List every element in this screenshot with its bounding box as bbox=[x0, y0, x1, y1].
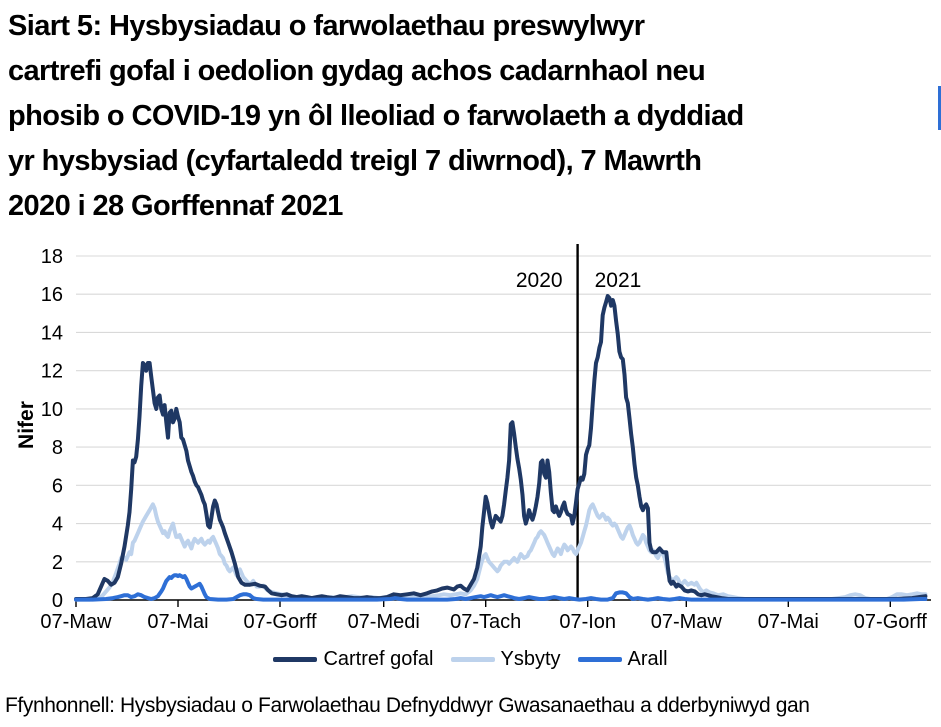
year-label-2021: 2021 bbox=[595, 269, 642, 292]
x-tick-label: 07-Ion bbox=[559, 611, 616, 633]
legend-label-arall: Arall bbox=[627, 648, 668, 670]
y-tick-label: 12 bbox=[41, 361, 63, 383]
series-line-cartref-gofal bbox=[74, 294, 928, 601]
legend-item-arall: Arall bbox=[577, 648, 668, 671]
x-tick-label: 07-Mai bbox=[758, 611, 819, 633]
x-tick-label: 07-Maw bbox=[40, 611, 112, 633]
chart-title-line-3: phosib o COVID-19 yn ôl lleoliad o farwo… bbox=[8, 100, 744, 132]
chart-title-line-2: cartrefi gofal i oedolion gydag achos ca… bbox=[8, 55, 706, 87]
chart-title: Siart 5: Hysbysiadau o farwolaethau pres… bbox=[8, 4, 941, 229]
legend-item-cartref-gofal: Cartref gofal bbox=[273, 648, 434, 671]
chart-title-line-1: Siart 5: Hysbysiadau o farwolaethau pres… bbox=[8, 10, 645, 42]
x-tick-label: 07-Gorff bbox=[854, 611, 927, 633]
y-tick-label: 10 bbox=[41, 399, 63, 421]
text-cursor bbox=[938, 86, 941, 130]
legend-item-ysbyty: Ysbyty bbox=[450, 648, 561, 671]
y-tick-label: 0 bbox=[52, 590, 63, 612]
y-tick-label: 8 bbox=[52, 437, 63, 459]
year-label-2020: 2020 bbox=[516, 269, 563, 292]
arall-line-swatch bbox=[577, 657, 622, 662]
y-tick-label: 16 bbox=[41, 284, 63, 306]
y-tick-label: 4 bbox=[52, 514, 63, 536]
y-tick-label: 18 bbox=[41, 246, 63, 268]
legend-label-cartref-gofal: Cartref gofal bbox=[323, 648, 434, 670]
x-tick-label: 07-Maw bbox=[651, 611, 723, 633]
chart-area: 0 2 4 6 8 10 12 14 16 18 07-Maw 07-Mai 07-Gorff 07-Me… bbox=[0, 230, 941, 640]
source-note: Ffynhonnell: Hysbysiadau o Farwolaethau … bbox=[5, 694, 810, 717]
y-tick-label: 2 bbox=[52, 552, 63, 574]
y-axis-title: Nifer bbox=[15, 401, 38, 449]
x-tick-label: 07-Tach bbox=[450, 611, 521, 633]
cartref-gofal-line-swatch bbox=[273, 657, 318, 662]
y-tick-label: 6 bbox=[52, 475, 63, 497]
covid-deaths-line-chart: 0 2 4 6 8 10 12 14 16 18 07-Maw 07-Mai 07-Gorff 07-Me… bbox=[15, 244, 931, 633]
y-tick-label: 14 bbox=[41, 322, 63, 344]
legend-label-ysbyty: Ysbyty bbox=[500, 648, 561, 670]
chart-legend: Cartref gofal Ysbyty Arall bbox=[0, 648, 941, 671]
x-tick-label: 07-Mai bbox=[147, 611, 208, 633]
x-tick-label: 07-Medi bbox=[348, 611, 420, 633]
chart-title-line-4: yr hysbysiad (cyfartaledd treigl 7 diwrn… bbox=[8, 145, 702, 177]
series-line-arall bbox=[74, 573, 928, 602]
chart-title-line-5: 2020 i 28 Gorffennaf 2021 bbox=[8, 190, 343, 222]
x-tick-label: 07-Gorff bbox=[244, 611, 317, 633]
ysbyty-line-swatch bbox=[450, 657, 495, 662]
